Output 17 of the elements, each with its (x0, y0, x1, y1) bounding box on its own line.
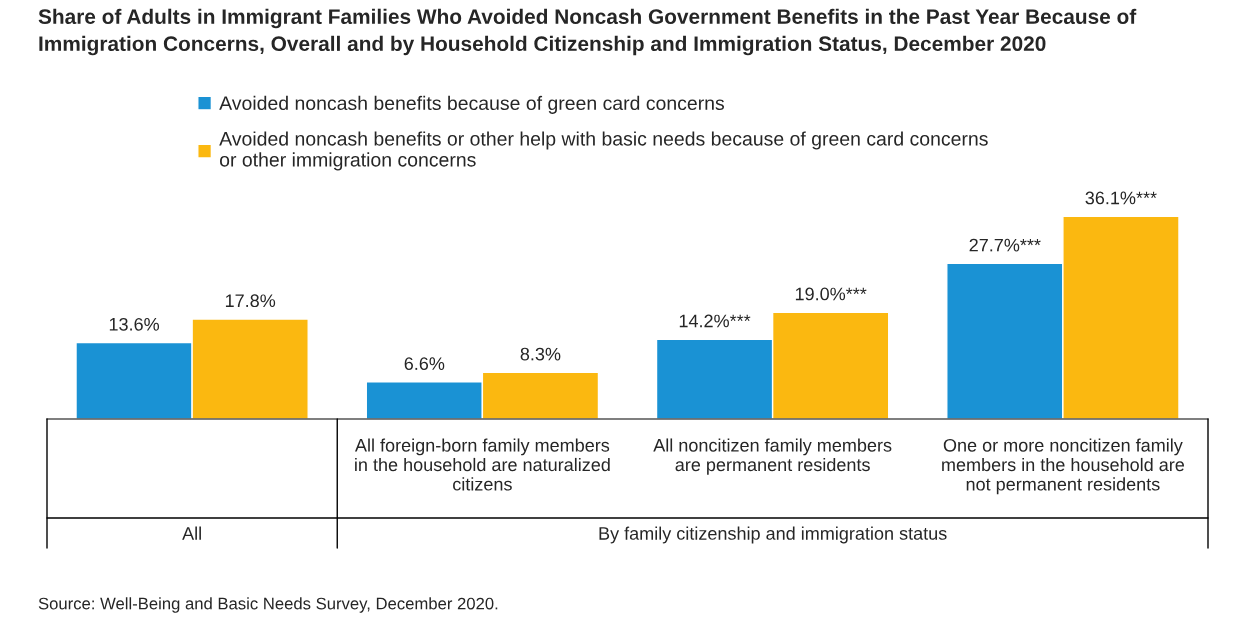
data-label: 36.1%*** (1085, 191, 1157, 205)
chart-title: Share of Adults in Immigrant Families Who Avoided Noncash Government Benefits in the Past Year Because of Immigration Concerns, Overall and by Household Citizenship and Immigration Status, December 2020 (38, 8, 1137, 56)
text: By family citizenship and immigration status (599, 526, 947, 544)
x-tick-label: All foreign-born family members in the household are naturalized citizens (354, 438, 610, 491)
data-label: 14.2%*** (679, 314, 751, 328)
data-label: 19.0%*** (795, 287, 867, 301)
x-tick-label: One or more noncitizen family members in the household are not permanent residents (942, 438, 1185, 495)
data-label: 27.7%*** (969, 238, 1041, 252)
x-tick-label: All noncitizen family members are permanent residents (653, 438, 892, 475)
text: All (182, 526, 201, 540)
data-label: 8.3% (520, 347, 561, 361)
source-note: Source: Well-Being and Basic Needs Survey, December 2020. (38, 597, 498, 613)
legend-label: Avoided noncash benefits because of green card concerns (219, 95, 725, 114)
data-label: 17.8% (225, 294, 276, 308)
data-label: 13.6% (109, 317, 160, 331)
data-label: 6.6% (404, 357, 445, 371)
legend-label: Avoided noncash benefits or other help with basic needs because of green card concerns or other immigration concerns (219, 131, 988, 171)
